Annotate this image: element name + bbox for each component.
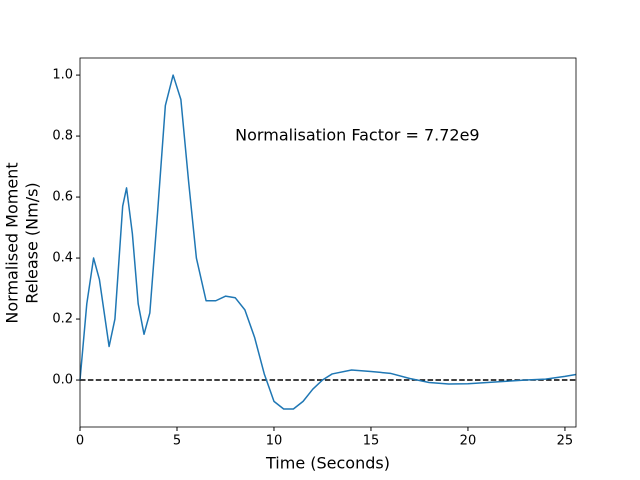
y-tick-label: 1.0 [52,68,73,83]
x-axis-label: Time (Seconds) [265,454,390,473]
y-tick-label: 0.2 [52,312,73,327]
y-tick-label: 0.6 [52,190,73,205]
data-line [79,74,577,410]
y-tick-label: 0.8 [52,129,73,144]
y-axis-label: Normalised Moment [3,162,22,323]
x-tick-label: 25 [557,434,574,449]
plot-frame [79,57,577,428]
x-tick-label: 15 [363,434,380,449]
x-tick-label: 5 [173,434,181,449]
x-tick-label: 20 [460,434,477,449]
y-tick-label: 0.0 [52,373,73,388]
y-tick-label: 0.4 [52,251,73,266]
y-axis-label: Release (Nm/s) [23,182,42,303]
annotation: Normalisation Factor = 7.72e9 [235,126,479,145]
x-tick-label: 10 [266,434,283,449]
x-tick-label: 0 [76,434,84,449]
